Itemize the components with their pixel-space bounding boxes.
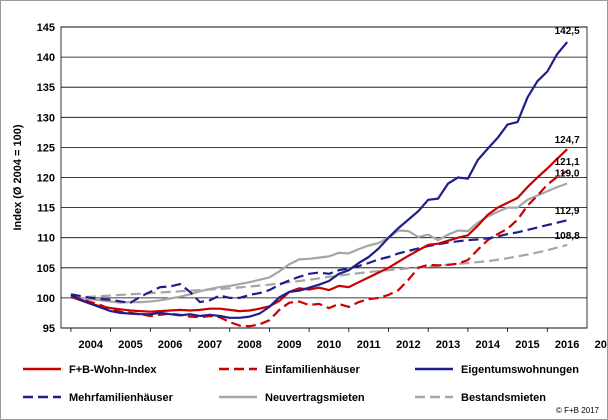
end-value-labels: 124,7 121,1 142,5 112,9 119,0 108,8 xyxy=(555,26,580,242)
end-value-label: 121,1 xyxy=(555,157,580,168)
legend: F+B-Wohn-Index Einfamilienhäuser Eigentums… xyxy=(23,364,579,404)
y-tick-label: 145 xyxy=(37,22,55,34)
legend-label-2: Einfamilienhäuser xyxy=(265,364,360,376)
y-tick-label: 130 xyxy=(37,112,55,124)
x-tick-label: 2013 xyxy=(436,339,460,351)
y-tick-label: 105 xyxy=(37,263,55,275)
series-line-4 xyxy=(70,219,568,304)
y-tick-label: 135 xyxy=(37,82,55,94)
y-tick-label: 110 xyxy=(37,233,55,245)
x-tick-label: 2015 xyxy=(515,339,539,351)
legend-label-3: Eigentumswohnungen xyxy=(461,364,579,376)
x-tick-label: 2008 xyxy=(237,339,261,351)
x-tick-label: 2004 xyxy=(79,339,104,351)
end-value-label: 142,5 xyxy=(555,26,580,37)
series-line-2 xyxy=(70,169,568,328)
end-value-label: 124,7 xyxy=(555,135,580,146)
y-tick-label: 95 xyxy=(43,323,55,335)
axes: 95 100 105 110 115 120 125 130 135 140 145 2004 2005… xyxy=(37,22,607,351)
x-tick-label: 2016 xyxy=(555,339,579,351)
end-value-label: 112,9 xyxy=(555,206,580,217)
x-tick-label: 2017 xyxy=(595,339,607,351)
x-tick-label: 2014 xyxy=(476,339,501,351)
x-tick-label: 2006 xyxy=(158,339,182,351)
end-value-label: 108,8 xyxy=(555,231,580,242)
series-line-3 xyxy=(70,41,569,319)
legend-label-5: Neuvertragsmieten xyxy=(265,392,365,404)
series-line-1 xyxy=(70,148,568,313)
x-tick-label: 2010 xyxy=(317,339,341,351)
series-line-6 xyxy=(70,243,568,299)
legend-label-6: Bestandsmieten xyxy=(461,392,546,404)
y-axis-label: Index (Ø 2004 = 100) xyxy=(12,124,24,230)
x-tick-label: 2009 xyxy=(277,339,301,351)
series-lines xyxy=(70,41,569,328)
x-tick-label: 2005 xyxy=(118,339,142,351)
plot-frame xyxy=(60,26,588,329)
x-tick-label: 2011 xyxy=(357,339,381,351)
x-tick-label: 2012 xyxy=(396,339,420,351)
y-tick-label: 115 xyxy=(37,203,55,215)
copyright-note: © F+B 2017 xyxy=(556,406,600,415)
y-tick-label: 100 xyxy=(37,293,55,305)
legend-label-1: F+B-Wohn-Index xyxy=(69,364,157,376)
y-tick-label: 125 xyxy=(37,142,55,154)
end-value-label: 119,0 xyxy=(555,169,580,180)
y-tick-label: 120 xyxy=(37,173,55,185)
x-tick-label: 2007 xyxy=(198,339,222,351)
legend-label-4: Mehrfamilienhäuser xyxy=(69,392,174,404)
y-tick-label: 140 xyxy=(37,52,55,64)
